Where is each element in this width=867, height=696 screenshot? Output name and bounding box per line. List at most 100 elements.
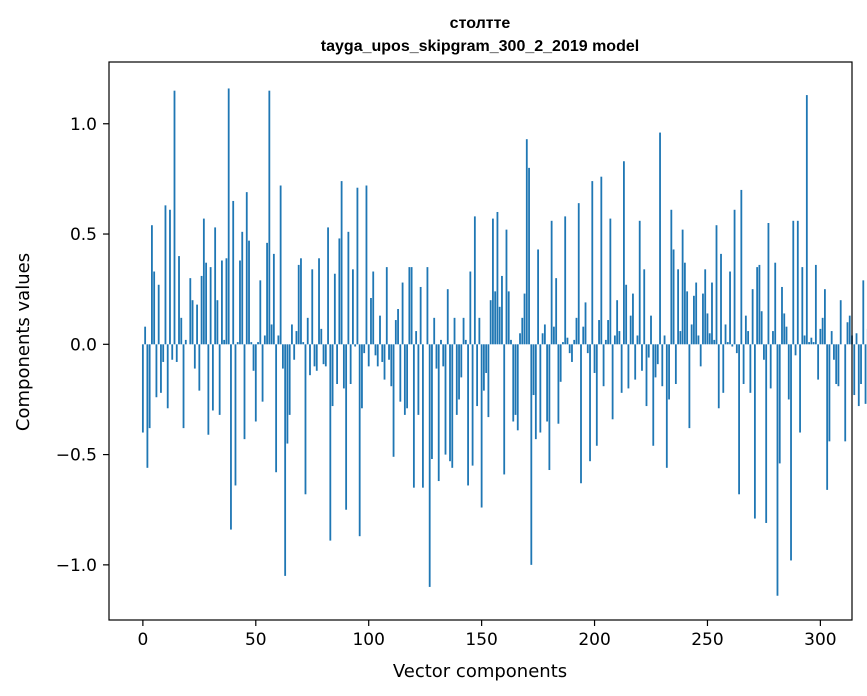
chart-subtitle: tayga_upos_skipgram_300_2_2019 model: [321, 38, 639, 55]
bar-193: [577, 203, 580, 345]
bar-90: [345, 344, 348, 510]
bar-163: [510, 339, 512, 345]
bar-181: [550, 220, 553, 345]
bar-236: [674, 344, 677, 385]
bar-4: [151, 225, 153, 345]
bar-22: [191, 300, 194, 345]
bar-165: [514, 344, 517, 415]
bar-183: [555, 278, 558, 345]
bar-290: [796, 220, 799, 345]
bar-166: [516, 344, 519, 431]
bar-5: [153, 271, 156, 345]
bar-271: [753, 344, 756, 519]
bar-169: [523, 293, 526, 345]
bar-197: [586, 344, 589, 354]
bar-2: [146, 344, 149, 468]
bar-214: [625, 284, 628, 345]
bar-286: [787, 344, 790, 400]
bar-303: [826, 344, 829, 490]
bar-8: [160, 344, 162, 393]
bar-159: [501, 275, 503, 345]
bar-243: [690, 324, 693, 345]
bar-300: [819, 328, 822, 345]
bar-283: [781, 286, 783, 345]
bar-277: [767, 223, 770, 345]
bar-269: [749, 344, 752, 393]
bar-293: [803, 335, 806, 345]
bar-164: [512, 344, 515, 422]
bar-249: [704, 269, 707, 345]
bar-59: [275, 344, 278, 473]
bar-267: [744, 315, 747, 345]
bar-241: [686, 291, 689, 345]
bar-99: [365, 185, 368, 345]
bar-104: [376, 344, 379, 367]
y-tick-label: −0.5: [56, 446, 97, 466]
bar-83: [329, 344, 332, 541]
bar-281: [776, 344, 779, 596]
bar-233: [668, 344, 670, 400]
bar-35: [221, 260, 223, 345]
bar-19: [184, 339, 187, 345]
bar-239: [681, 229, 684, 345]
bar-235: [672, 249, 675, 345]
bar-25: [198, 344, 201, 391]
bar-229: [659, 132, 661, 345]
bar-179: [546, 344, 549, 422]
bar-39: [230, 344, 232, 530]
x-tick-label: 250: [691, 630, 723, 650]
bar-268: [747, 331, 750, 345]
bar-115: [401, 282, 404, 345]
bar-75: [311, 269, 314, 345]
plot-frame: [108, 61, 853, 621]
bar-134: [444, 344, 447, 455]
bar-208: [611, 344, 614, 420]
bar-116: [403, 344, 406, 415]
bar-50: [254, 344, 257, 422]
bar-311: [844, 344, 847, 442]
bar-150: [480, 344, 483, 508]
bar-145: [469, 271, 472, 345]
bar-225: [650, 315, 652, 345]
bar-111: [392, 344, 395, 457]
bar-194: [580, 344, 582, 484]
bar-65: [288, 344, 291, 415]
bar-23: [193, 344, 196, 369]
bar-252: [711, 282, 713, 345]
y-tick-label: 0.0: [70, 335, 97, 355]
bar-142: [462, 317, 465, 345]
bar-118: [408, 267, 411, 345]
bar-44: [241, 231, 244, 345]
bar-98: [363, 344, 366, 354]
bar-53: [261, 344, 264, 402]
bar-154: [489, 300, 492, 345]
bar-29: [207, 344, 210, 435]
bar-280: [774, 262, 777, 345]
bar-195: [582, 326, 585, 345]
bar-1: [144, 326, 147, 345]
bar-80: [322, 344, 325, 365]
bar-288: [792, 220, 795, 345]
bar-119: [410, 267, 413, 345]
bar-199: [591, 181, 594, 345]
bar-139: [455, 344, 458, 415]
bar-95: [356, 187, 359, 345]
x-tick-label: 100: [352, 630, 384, 650]
bar-308: [837, 344, 840, 387]
bar-287: [790, 344, 792, 561]
bar-131: [437, 344, 440, 482]
bar-109: [388, 344, 390, 360]
bar-274: [760, 311, 763, 345]
bar-172: [530, 344, 533, 565]
bar-21: [189, 278, 192, 345]
bar-100: [367, 344, 370, 367]
bar-198: [589, 344, 591, 462]
bar-73: [306, 317, 309, 345]
bar-144: [467, 344, 469, 486]
bar-47: [248, 240, 250, 345]
bar-85: [333, 273, 336, 345]
bar-248: [702, 293, 704, 345]
bar-200: [593, 344, 596, 373]
bar-121: [415, 331, 418, 345]
bar-33: [216, 300, 219, 345]
